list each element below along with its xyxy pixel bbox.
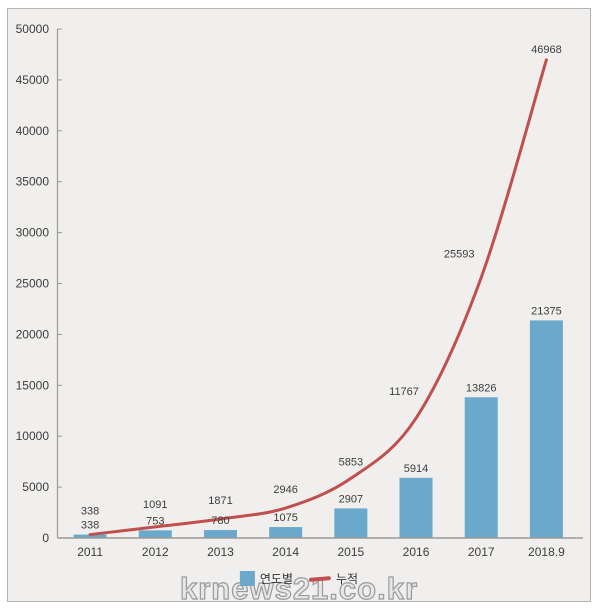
svg-text:1091: 1091 — [143, 499, 167, 511]
svg-text:2015: 2015 — [337, 545, 364, 559]
svg-text:10000: 10000 — [16, 429, 50, 443]
svg-text:11767: 11767 — [389, 386, 419, 398]
svg-text:2016: 2016 — [403, 545, 430, 559]
legend-label-cumulative: 누적 — [336, 572, 359, 586]
svg-text:2946: 2946 — [273, 484, 297, 496]
legend-item-cumulative: 누적 — [308, 570, 359, 587]
svg-text:15000: 15000 — [16, 378, 50, 392]
svg-text:780: 780 — [211, 515, 229, 527]
svg-text:2907: 2907 — [339, 493, 363, 505]
combo-chart: 0 5000 10000 15000 20000 25000 30000 35000 40000… — [16, 22, 583, 559]
chart-container: 0 5000 10000 15000 20000 25000 30000 35000 40000… — [7, 8, 591, 607]
svg-text:2013: 2013 — [207, 545, 234, 559]
svg-text:2017: 2017 — [468, 545, 495, 559]
svg-text:25593: 25593 — [444, 248, 475, 260]
svg-text:45000: 45000 — [16, 73, 50, 87]
svg-text:35000: 35000 — [16, 175, 50, 189]
svg-text:5914: 5914 — [404, 463, 428, 475]
svg-text:753: 753 — [146, 515, 164, 527]
svg-text:338: 338 — [81, 520, 99, 532]
bar-series-swatch-icon — [239, 571, 255, 586]
svg-text:1871: 1871 — [208, 495, 232, 507]
svg-text:2014: 2014 — [272, 545, 299, 559]
svg-text:2012: 2012 — [142, 545, 169, 559]
svg-text:25000: 25000 — [16, 277, 50, 291]
svg-text:20000: 20000 — [16, 327, 50, 341]
svg-text:13826: 13826 — [466, 382, 497, 394]
svg-text:50000: 50000 — [16, 22, 50, 36]
svg-text:46968: 46968 — [531, 44, 562, 56]
line-series-swatch-icon — [308, 575, 332, 582]
legend-label-yearly: 연도별 — [259, 572, 294, 586]
svg-text:5853: 5853 — [339, 456, 363, 468]
svg-text:1075: 1075 — [273, 512, 297, 524]
svg-text:21375: 21375 — [531, 305, 562, 317]
legend-item-yearly: 연도별 — [239, 570, 294, 587]
watermark: krnews21.co.kr — [179, 570, 419, 606]
svg-text:0: 0 — [42, 531, 49, 545]
svg-text:30000: 30000 — [16, 226, 50, 240]
svg-text:5000: 5000 — [22, 480, 49, 494]
svg-text:2011: 2011 — [77, 545, 103, 559]
svg-text:2018.9: 2018.9 — [528, 545, 565, 559]
svg-text:338: 338 — [81, 506, 99, 518]
svg-text:40000: 40000 — [16, 124, 50, 138]
chart-legend: 연도별 누적 — [239, 570, 359, 587]
